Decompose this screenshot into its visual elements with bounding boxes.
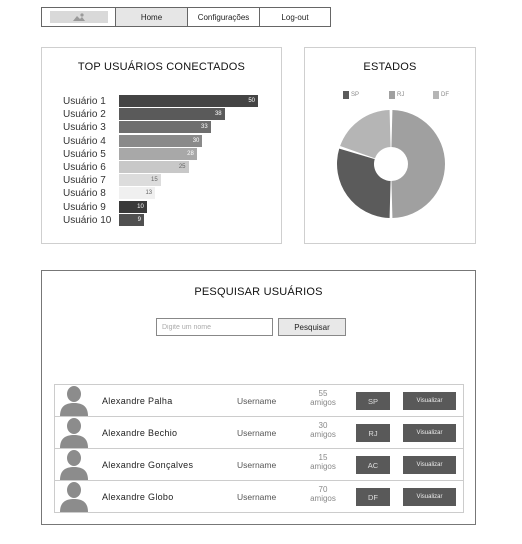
bar: 25	[119, 161, 189, 173]
friends-number: 55	[318, 389, 328, 398]
friends-label: amigos	[310, 494, 336, 503]
bar: 30	[119, 134, 203, 147]
bar-value-label: 9	[137, 216, 142, 223]
search-title: PESQUISAR USUÁRIOS	[194, 286, 323, 298]
bar: 50	[119, 95, 258, 107]
user-name: Alexandre Palha	[102, 396, 173, 406]
donut-slice-rj	[391, 110, 446, 218]
bar-label: Usuário 8	[63, 188, 106, 200]
bar: 15	[119, 174, 161, 187]
bar: 9	[119, 213, 145, 226]
top-users-panel: TOP USUÁRIOS CONECTADOS Usuário 1 50 Usuár…	[41, 47, 282, 244]
user-friends-count: 30 amigos	[303, 421, 343, 439]
friends-label: amigos	[310, 430, 336, 439]
user-username: Username	[237, 396, 277, 406]
user-username: Username	[237, 428, 277, 438]
bar-value-label: 13	[145, 190, 153, 197]
user-username: Username	[237, 460, 277, 470]
logo-cell[interactable]	[42, 8, 116, 26]
estados-title: ESTADOS	[363, 61, 417, 73]
friends-number: 15	[318, 453, 328, 462]
user-name: Alexandre Bechio	[102, 428, 178, 438]
bar: 28	[119, 147, 197, 160]
user-row: Alexandre Gonçalves Username 15 amigos A…	[54, 449, 464, 481]
bar: 33	[119, 121, 211, 134]
view-user-button[interactable]: Visualizar	[403, 424, 456, 442]
bar-label: Usuário 5	[63, 148, 106, 160]
bar-label: Usuário 10	[63, 214, 112, 226]
legend-item: RJ	[389, 91, 404, 99]
bar-label: Usuário 4	[63, 135, 106, 147]
estados-panel: ESTADOS SP RJ DF	[304, 47, 476, 244]
legend-item: DF	[433, 91, 449, 99]
top-nav: Home Configurações Log-out	[41, 7, 331, 27]
bar-label: Usuário 7	[63, 175, 106, 187]
bar-value-label: 25	[178, 164, 186, 170]
user-state-badge: AC	[356, 456, 390, 474]
user-row: Alexandre Globo Username 70 amigos DF Vi…	[54, 481, 464, 513]
legend-label: SP	[351, 92, 360, 98]
user-row: Alexandre Bechio Username 30 amigos RJ V…	[54, 417, 464, 449]
bar-value-label: 33	[201, 124, 208, 131]
bar-value-label: 28	[187, 150, 194, 157]
avatar-icon	[60, 386, 88, 416]
view-user-button[interactable]: Visualizar	[403, 392, 456, 410]
donut-slice-df	[340, 110, 391, 159]
friends-number: 70	[318, 485, 328, 494]
search-panel: PESQUISAR USUÁRIOS Pesquisar Alexandre P…	[41, 270, 476, 525]
nav-home[interactable]: Home	[116, 8, 188, 26]
friends-number: 30	[318, 421, 328, 430]
avatar-icon	[60, 418, 88, 448]
top-users-title: TOP USUÁRIOS CONECTADOS	[77, 61, 246, 73]
legend-label: RJ	[397, 92, 405, 98]
user-state-badge: SP	[356, 392, 390, 410]
donut-slice-sp	[337, 148, 391, 218]
bar-label: Usuário 6	[63, 162, 106, 173]
user-friends-count: 70 amigos	[303, 485, 343, 503]
bar-label: Usuário 2	[63, 109, 106, 121]
avatar-icon	[60, 450, 88, 480]
user-friends-count: 15 amigos	[303, 453, 343, 471]
legend-swatch	[389, 91, 395, 99]
nav-configuracoes[interactable]: Configurações	[188, 8, 260, 26]
legend-swatch	[343, 91, 349, 99]
bar-value-label: 50	[248, 98, 255, 104]
friends-label: amigos	[310, 398, 336, 407]
user-username: Username	[237, 492, 277, 502]
view-user-button[interactable]: Visualizar	[403, 488, 456, 506]
estados-legend: SP RJ DF	[305, 91, 475, 101]
bar: 13	[119, 187, 156, 200]
legend-swatch	[433, 91, 439, 99]
user-state-badge: RJ	[356, 424, 390, 442]
logo-placeholder-icon	[49, 11, 108, 23]
bar: 38	[119, 108, 225, 121]
user-friends-count: 55 amigos	[303, 389, 343, 407]
bar-label: Usuário 1	[63, 96, 106, 107]
nav-logout[interactable]: Log-out	[281, 12, 309, 22]
search-button[interactable]: Pesquisar	[278, 318, 346, 336]
user-list: Alexandre Palha Username 55 amigos SP Vi…	[54, 384, 464, 513]
avatar-icon	[60, 482, 88, 512]
bar-value-label: 15	[151, 177, 158, 184]
bar-value-label: 10	[137, 203, 144, 210]
bar: 10	[119, 200, 147, 213]
friends-label: amigos	[310, 462, 336, 471]
user-state-badge: DF	[356, 488, 390, 506]
bar-label: Usuário 9	[63, 201, 106, 213]
bar-label: Usuário 3	[63, 122, 106, 134]
bar-value-label: 38	[214, 111, 222, 118]
search-input[interactable]	[156, 318, 273, 336]
user-name: Alexandre Globo	[102, 492, 174, 502]
estados-donut-chart	[337, 110, 446, 218]
view-user-button[interactable]: Visualizar	[403, 456, 456, 474]
bar-value-label: 30	[192, 137, 200, 144]
legend-item: SP	[343, 91, 359, 99]
user-row: Alexandre Palha Username 55 amigos SP Vi…	[54, 385, 464, 417]
user-name: Alexandre Gonçalves	[102, 460, 194, 470]
legend-label: DF	[441, 92, 449, 98]
